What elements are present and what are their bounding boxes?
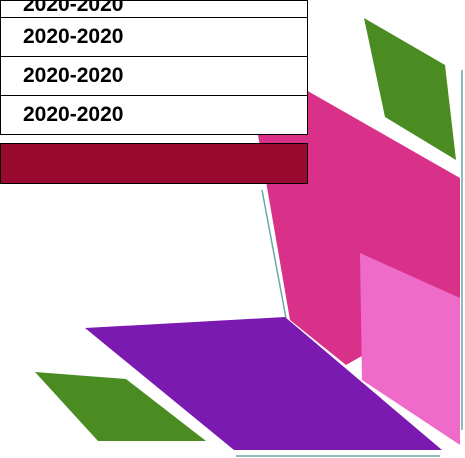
table-cell-year-range: 2020-2020 (0, 17, 308, 57)
pink-panel-shape (360, 253, 460, 445)
table-row: 2020-2020 (0, 95, 308, 135)
table-row: 2020-2020 (0, 56, 308, 96)
table-cell-year-range: 2020-2020 (0, 56, 308, 96)
green-bottom-shape (35, 372, 206, 441)
teal-edge-line (261, 189, 287, 319)
purple-floor-shape (85, 317, 442, 450)
table-row: 2020-2020 (0, 17, 308, 57)
table-cell-year-range: 2020-2020 (0, 0, 308, 18)
table-row: 2020-2020 (0, 0, 308, 18)
green-top-shape (364, 18, 456, 160)
year-range-table: 2020-2020 2020-2020 2020-2020 2020-2020 (0, 0, 308, 135)
table-footer-bar (0, 143, 308, 184)
table-cell-year-range: 2020-2020 (0, 95, 308, 135)
